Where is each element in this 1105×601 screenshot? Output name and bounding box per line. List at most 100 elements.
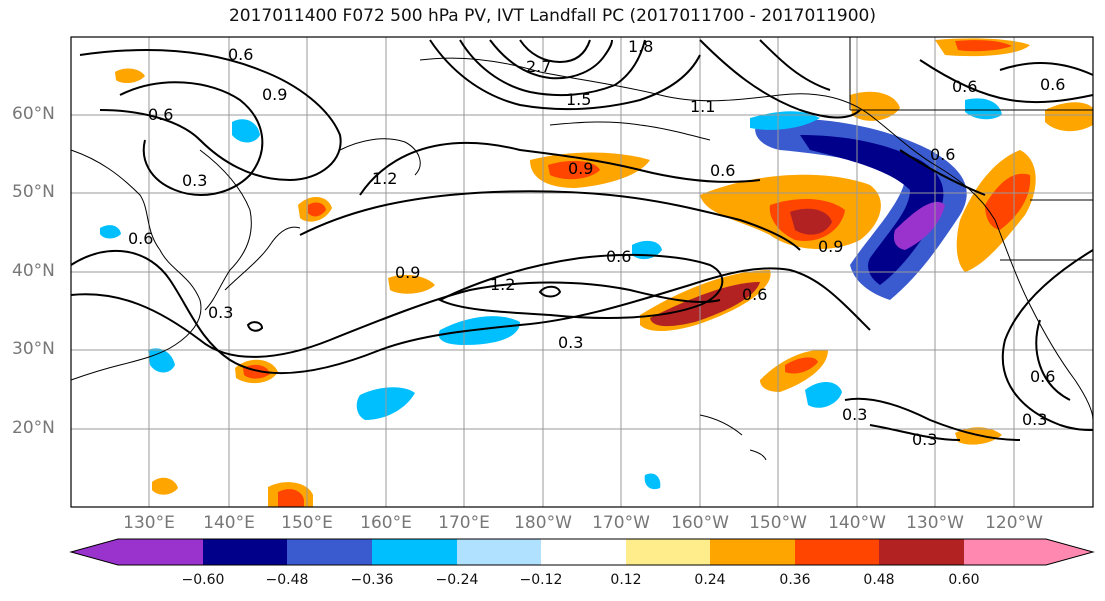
- colorbar-tick-label: −0.48: [265, 572, 309, 588]
- anomaly-pos-3c: [548, 160, 600, 180]
- anomaly-pos-2g: [1045, 102, 1093, 132]
- anomaly-pos-3h: [785, 357, 818, 374]
- contour-2.1: [489, 39, 613, 80]
- contour-label: 0.6: [148, 105, 173, 124]
- shaded-anomalies: [100, 38, 1093, 507]
- colorbar-bin: [203, 539, 287, 565]
- contour-ak-a: [699, 39, 861, 119]
- anomaly-neg-1a: [750, 111, 820, 130]
- contour-label-group: 0.6 0.9 0.6 0.3 0.6 1.2 2.7 1.5 1.8 1.1 …: [128, 37, 1065, 449]
- contour-label: 0.9: [568, 159, 593, 178]
- colorbar-bin: [879, 539, 964, 565]
- contour-ak-b: [759, 39, 831, 91]
- anomaly-neg-1i: [644, 473, 661, 490]
- contour-label: 1.2: [372, 169, 397, 188]
- colorbar-bin: [626, 539, 710, 565]
- contour-label: 0.6: [128, 229, 153, 248]
- contour-label: 1.8: [628, 37, 653, 56]
- anomaly-pos-3j: [308, 202, 326, 217]
- contour-label: 0.6: [606, 247, 631, 266]
- coast-east-asia: [70, 149, 202, 381]
- anomaly-neg-1b: [438, 316, 520, 345]
- colorbar: [69, 538, 1095, 566]
- anomaly-pos-4a: [790, 208, 832, 235]
- anomaly-pos-2e: [850, 91, 900, 121]
- lon-label: 160°E: [360, 513, 412, 533]
- gridlines: [71, 37, 1093, 507]
- contour-1.2-loop: [437, 253, 724, 319]
- colorbar-tick-label: −0.60: [181, 572, 225, 588]
- contour-label: 0.3: [208, 303, 233, 322]
- map-border: [70, 36, 1094, 508]
- contour-label: 0.3: [842, 405, 867, 424]
- lat-label: 30°N: [12, 339, 55, 359]
- contour-label: 0.6: [952, 77, 977, 96]
- lon-label: 170°W: [592, 513, 650, 533]
- colorbar-tick-label: −0.36: [350, 572, 394, 588]
- contour-label: 2.7: [526, 57, 551, 76]
- colorbar-bin: [118, 539, 203, 565]
- coast-aleutians: [549, 121, 711, 141]
- contour-label: 0.3: [912, 430, 937, 449]
- colorbar-tick-label: 0.12: [610, 572, 642, 588]
- anomaly-neg-1f: [232, 119, 260, 143]
- colorbar-bin: [710, 539, 795, 565]
- anomaly-pos-2n: [115, 68, 145, 84]
- contour-1.5: [429, 39, 701, 111]
- colorbar-bin: [287, 539, 372, 565]
- lon-label: 140°W: [828, 513, 886, 533]
- contour-label: 1.2: [490, 275, 515, 294]
- anomaly-neg-1j: [100, 225, 121, 239]
- colorbar-bin: [964, 539, 1046, 565]
- anomaly-pos-3l: [278, 489, 304, 507]
- anomaly-pos-2k: [388, 274, 435, 294]
- lat-label: 40°N: [12, 261, 55, 281]
- colorbar-tick-label: 0.60: [948, 572, 980, 588]
- contour-label: 0.3: [182, 171, 207, 190]
- coast-japan: [224, 226, 301, 291]
- colorbar-tick-label: 0.48: [863, 572, 895, 588]
- contour-label: 0.6: [1030, 367, 1055, 386]
- map-title: 2017011400 F072 500 hPa PV, IVT Landfall…: [228, 6, 876, 26]
- colorbar-tick-label: −0.12: [519, 572, 563, 588]
- contour-label: 0.6: [1040, 75, 1065, 94]
- contour-0.3-se: [844, 397, 1021, 441]
- contour-0.3-south: [70, 249, 871, 375]
- coast-alaska: [419, 57, 996, 221]
- contour-2.7: [519, 39, 591, 64]
- contour-label: 0.3: [558, 333, 583, 352]
- colorbar-tick-label: 0.36: [779, 572, 811, 588]
- lon-label: 180°W: [514, 513, 572, 533]
- colorbar-bin: [372, 539, 457, 565]
- anomaly-pos-2o: [152, 477, 178, 495]
- contour-a: [79, 49, 342, 182]
- contour-label: 0.9: [395, 263, 420, 282]
- contour-label: 0.9: [818, 237, 843, 256]
- lon-label: 150°E: [281, 513, 333, 533]
- lon-label: 130°W: [906, 513, 964, 533]
- lon-label: 150°W: [749, 513, 807, 533]
- contour-label: 0.6: [742, 285, 767, 304]
- coastlines: [70, 37, 1094, 461]
- contour-small-loop2: [246, 321, 264, 332]
- contour-1.8: [459, 39, 646, 97]
- contour-0.6-east: [1035, 319, 1071, 401]
- contour-label: 0.6: [710, 161, 735, 180]
- colorbar-bin: [457, 539, 541, 565]
- contour-0.6-ne2: [999, 62, 1094, 76]
- coast-japan-sea: [199, 149, 252, 311]
- contour-0.6-south: [70, 281, 721, 358]
- anomaly-neg-1g: [148, 348, 175, 373]
- lat-label: 60°N: [12, 104, 55, 124]
- anomaly-pos-3f: [955, 40, 1012, 52]
- lon-label: 140°E: [203, 513, 255, 533]
- contour-label: 1.1: [690, 97, 715, 116]
- colorbar-outline: [69, 538, 1095, 566]
- lon-label: 170°E: [438, 513, 490, 533]
- hawaii: [699, 414, 767, 461]
- contour-b: [119, 81, 264, 196]
- contour-coast-a: [899, 149, 986, 196]
- contour-small-loop: [538, 285, 562, 298]
- contour-1.2-north: [359, 141, 761, 196]
